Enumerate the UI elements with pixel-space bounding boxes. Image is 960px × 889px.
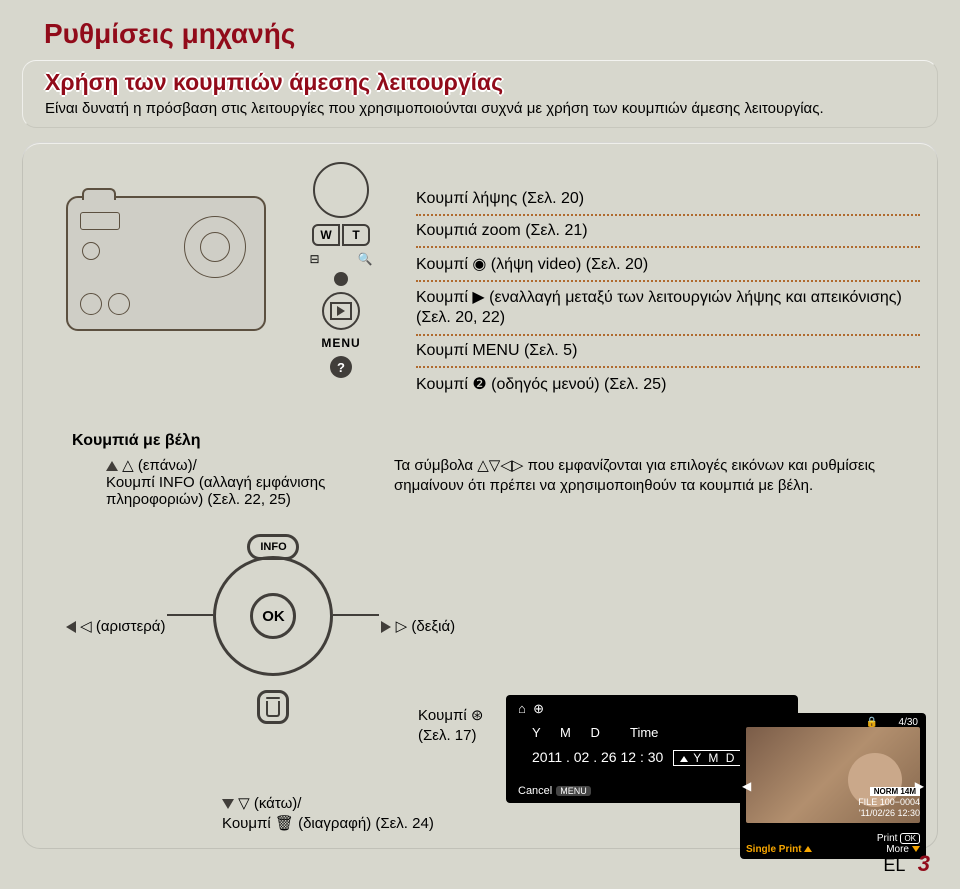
lcd-ymd-header: Y M D — [532, 725, 608, 740]
prev-icon: ◀ — [742, 779, 751, 793]
section-desc: Είναι δυνατή η πρόσβαση στις λειτουργίες… — [45, 100, 925, 117]
photo-metadata: NORM 14M FILE 100−0004 '11/02/26 12:30 — [858, 786, 920, 819]
page-title: Ρυθμίσεις μηχανής — [0, 0, 960, 60]
photo-datetime: '11/02/26 12:30 — [859, 808, 920, 818]
ok-button-icon: OK — [250, 593, 296, 639]
playback-screen: 🔒 4/30 ◀ ▶ NORM 14M FILE 100−0004 '11/02… — [740, 713, 926, 859]
page-number: 3 — [918, 851, 930, 876]
single-print-label: Single Print — [746, 844, 812, 855]
arrow-down-label: ▽ (κάτω)/ Κουμπί 🗑 (διαγραφή) (Σελ. 24) — [222, 794, 434, 833]
menu-badge: MENU — [556, 786, 591, 796]
ok-badge-small: OK — [900, 833, 920, 844]
trash-button-icon — [257, 690, 289, 724]
arrow-down-l2: Κουμπί 🗑 (διαγραφή) (Σελ. 24) — [222, 814, 434, 834]
lcd-top-icons: ⌂ ⊕ — [518, 701, 544, 717]
ok-label-l1: Κουμπί ⊛ — [418, 707, 483, 724]
photo-file: FILE 100−0004 — [858, 797, 920, 807]
camera-illustration — [66, 196, 266, 331]
photo-norm: NORM 14M — [870, 787, 920, 797]
lcd-cancel: CancelMENU — [518, 785, 591, 797]
arrow-down-l1: ▽ (κάτω)/ — [238, 795, 301, 812]
example-screens: ⌂ ⊕ Y M D Time 2011 . 02 . 26 12 : 30 Y … — [506, 695, 926, 803]
dpad-illustration: INFO OK — [183, 526, 363, 726]
lcd-time-header: Time — [630, 725, 658, 740]
lcd-date-row: 2011 . 02 . 26 12 : 30 Y M D — [532, 749, 761, 766]
page-footer: EL 3 — [883, 851, 930, 877]
ok-button-label: Κουμπί ⊛ (Σελ. 17) — [418, 706, 483, 745]
section-heading: Χρήση των κουμπιών άμεσης λειτουργίας — [45, 69, 925, 96]
lang-code: EL — [883, 855, 904, 875]
lcd-date-value: 2011 . 02 . 26 12 : 30 — [532, 749, 663, 765]
ok-label-l2: (Σελ. 17) — [418, 727, 476, 744]
section-header: Χρήση των κουμπιών άμεσης λειτουργίας Εί… — [22, 60, 938, 128]
